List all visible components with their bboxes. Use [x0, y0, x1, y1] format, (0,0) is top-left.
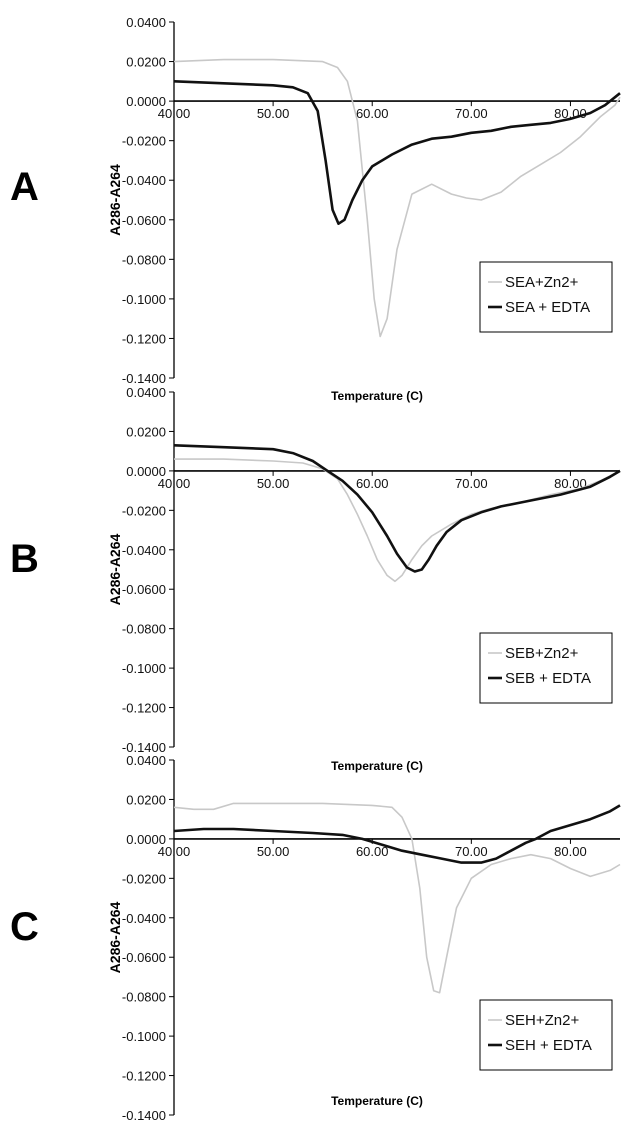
y-tick-label: 0.0400	[126, 753, 166, 768]
y-tick-label: -0.1000	[122, 1029, 166, 1044]
y-tick-label: 0.0000	[126, 464, 166, 479]
y-tick-label: -0.0600	[122, 213, 166, 228]
x-tick-label: 50.00	[257, 106, 290, 121]
series-line-zn	[173, 58, 621, 338]
y-tick-label: 0.0000	[126, 832, 166, 847]
series-line-zn	[174, 458, 621, 583]
legend-entry: SEB+Zn2+	[505, 645, 579, 662]
y-tick-label: -0.1000	[122, 661, 166, 676]
chart-panel-c: 0.0400 0.0200 0.0000 -0.0200 -0.0400 -0.0600 -…	[10, 753, 621, 1123]
x-tick-label: 50.00	[257, 844, 290, 859]
x-tick-label: 40.00	[158, 844, 191, 859]
panel-label: B	[10, 537, 39, 581]
y-axis-label: A286-A264	[107, 533, 123, 605]
x-tick-label: 50.00	[257, 476, 290, 491]
x-tick-label: 40.00	[158, 476, 191, 491]
legend-entry: SEA+Zn2+	[505, 274, 579, 291]
chart-panel-a: 0.0400 0.0200 0.0000 -0.0200 -0.0400 -0.0600 -…	[10, 15, 621, 403]
panel-label: C	[10, 905, 39, 949]
x-tick-label: 40.00	[158, 106, 191, 121]
y-tick-label: -0.0800	[122, 622, 166, 637]
chart-panel-b: 0.0400 0.0200 0.0000 -0.0200 -0.0400 -0.0600 -…	[10, 385, 621, 773]
y-tick-label: -0.1000	[122, 292, 166, 307]
y-tick-label: 0.0400	[126, 15, 166, 30]
x-axis-label: Temperature (C)	[331, 389, 423, 403]
legend-entry: SEH+Zn2+	[505, 1012, 579, 1029]
y-tick-label: -0.1200	[122, 331, 166, 346]
y-tick-label: -0.1200	[122, 1069, 166, 1084]
y-tick-label: -0.0400	[122, 543, 166, 558]
y-tick-label: -0.0200	[122, 503, 166, 518]
x-tick-label: 70.00	[455, 844, 488, 859]
x-tick-label: 70.00	[455, 476, 488, 491]
legend-box	[479, 999, 613, 1071]
legend-entry: SEB + EDTA	[505, 670, 591, 687]
y-tick-label: -0.0400	[122, 173, 166, 188]
x-tick-label: 60.00	[356, 844, 389, 859]
series-line-zn	[173, 802, 621, 994]
y-axis-label: A286-A264	[107, 901, 123, 973]
y-tick-label: -0.0600	[122, 582, 166, 597]
panel-label: A	[10, 165, 39, 209]
x-tick-label: 80.00	[554, 844, 587, 859]
x-axis-label: Temperature (C)	[331, 759, 423, 773]
y-tick-label: -0.0200	[122, 134, 166, 149]
y-tick-label: -0.0800	[122, 252, 166, 267]
y-tick-label: -0.0400	[122, 911, 166, 926]
x-tick-label: 60.00	[356, 106, 389, 121]
y-axis-label: A286-A264	[107, 164, 123, 236]
y-tick-label: -0.0800	[122, 990, 166, 1005]
x-tick-label: 80.00	[554, 476, 587, 491]
y-tick-label: 0.0400	[126, 385, 166, 400]
legend-box	[479, 632, 613, 704]
y-tick-label: -0.1200	[122, 701, 166, 716]
y-tick-label: 0.0200	[126, 424, 166, 439]
legend-entry: SEA + EDTA	[505, 299, 590, 316]
y-tick-label: 0.0200	[126, 792, 166, 807]
y-tick-label: -0.1400	[122, 1108, 166, 1123]
series-line-edta	[173, 804, 621, 864]
x-axis-label: Temperature (C)	[331, 1094, 423, 1108]
x-tick-label: 70.00	[455, 106, 488, 121]
y-tick-label: -0.0600	[122, 950, 166, 965]
y-tick-label: -0.1400	[122, 740, 166, 755]
y-tick-label: 0.0200	[126, 55, 166, 70]
series-line-edta	[173, 444, 621, 573]
legend-box	[479, 261, 613, 333]
x-tick-label: 60.00	[356, 476, 389, 491]
series-line-edta	[173, 80, 621, 225]
y-tick-label: -0.1400	[122, 371, 166, 386]
y-tick-label: -0.0200	[122, 871, 166, 886]
legend-entry: SEH + EDTA	[505, 1037, 592, 1054]
y-tick-label: 0.0000	[126, 94, 166, 109]
